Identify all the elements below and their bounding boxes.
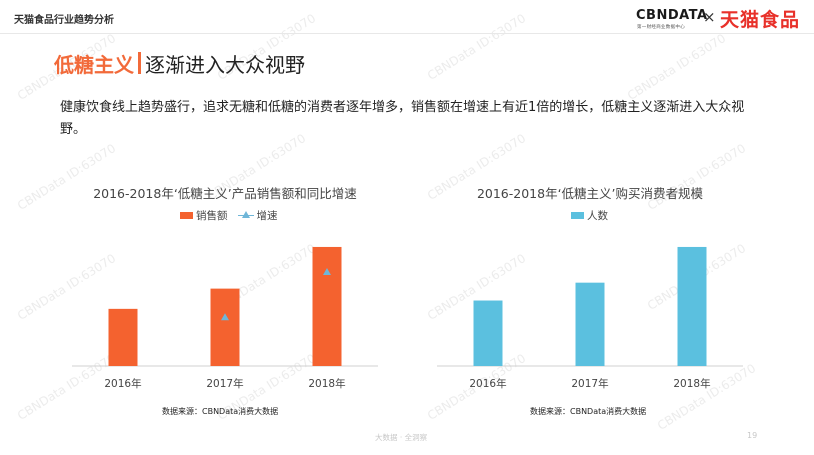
consumers-x-tick-label: 2017年 bbox=[571, 377, 608, 390]
tmall-food-logo: 天猫食品 bbox=[720, 9, 801, 31]
consumers-x-tick-label: 2016年 bbox=[469, 377, 506, 390]
legend-label-sales: 销售额 bbox=[196, 210, 228, 222]
watermark-text: CBNData ID:63070 bbox=[644, 141, 749, 213]
cbndata-logo-subtitle: 第一财经商业数据中心 bbox=[637, 25, 685, 30]
cbndata-logo: CBNDATA bbox=[636, 8, 708, 23]
sales-growth-marker bbox=[323, 267, 331, 275]
legend-marker-growth bbox=[237, 211, 254, 220]
slide-title-separator bbox=[138, 52, 141, 74]
header-divider bbox=[0, 33, 814, 34]
footer-slogan: 大数据 · 全洞察 bbox=[375, 433, 428, 442]
legend-label-consumers: 人数 bbox=[587, 210, 608, 222]
watermark-text: CBNData ID:63070 bbox=[424, 11, 529, 83]
logo-separator: × bbox=[703, 8, 716, 26]
sales-x-tick-label: 2016年 bbox=[104, 377, 141, 390]
slide-title: 低糖主义 逐渐进入大众视野 bbox=[54, 50, 305, 77]
chart-consumers-source: 数据来源：CBNData消费大数据 bbox=[530, 407, 647, 416]
chart-sales-source: 数据来源：CBNData消费大数据 bbox=[162, 407, 279, 416]
chart-sales-legend: 销售额 增速 bbox=[180, 208, 278, 223]
slide-title-highlight: 低糖主义 bbox=[54, 52, 134, 77]
sales-x-tick-label: 2018年 bbox=[308, 377, 345, 390]
sales-bar bbox=[108, 308, 138, 366]
consumers-bar bbox=[473, 300, 503, 366]
page-number: 19 bbox=[747, 431, 758, 440]
sales-bar bbox=[210, 288, 240, 366]
chart-consumers-title: 2016-2018年‘低糖主义’购买消费者规模 bbox=[476, 186, 704, 201]
report-header-title: 天猫食品行业趋势分析 bbox=[14, 15, 114, 26]
consumers-bar bbox=[677, 246, 707, 366]
chart-consumers: 2016年 2017年 2018年 bbox=[437, 246, 743, 390]
chart-sales-title: 2016-2018年‘低糖主义’产品销售额和同比增速 bbox=[93, 186, 357, 201]
slide-description: 健康饮食线上趋势盛行，追求无糖和低糖的消费者逐年增多，销售额在增速上有近1倍的增… bbox=[60, 100, 745, 137]
consumers-x-tick-label: 2018年 bbox=[673, 377, 710, 390]
legend-label-growth: 增速 bbox=[256, 210, 278, 222]
sales-bar bbox=[312, 246, 342, 366]
watermark-text: CBNData ID:63070 bbox=[14, 141, 119, 213]
legend-swatch-sales bbox=[180, 212, 193, 219]
sales-x-tick-label: 2017年 bbox=[206, 377, 243, 390]
sales-growth-marker bbox=[221, 313, 229, 321]
legend-swatch-consumers bbox=[571, 212, 584, 219]
slide-title-main: 逐渐进入大众视野 bbox=[145, 52, 305, 77]
chart-consumers-legend: 人数 bbox=[571, 208, 608, 223]
watermark-text: CBNData ID:63070 bbox=[624, 31, 729, 103]
consumers-bar bbox=[575, 282, 605, 366]
chart-sales: 2016年 2017年 2018年 bbox=[72, 246, 378, 390]
